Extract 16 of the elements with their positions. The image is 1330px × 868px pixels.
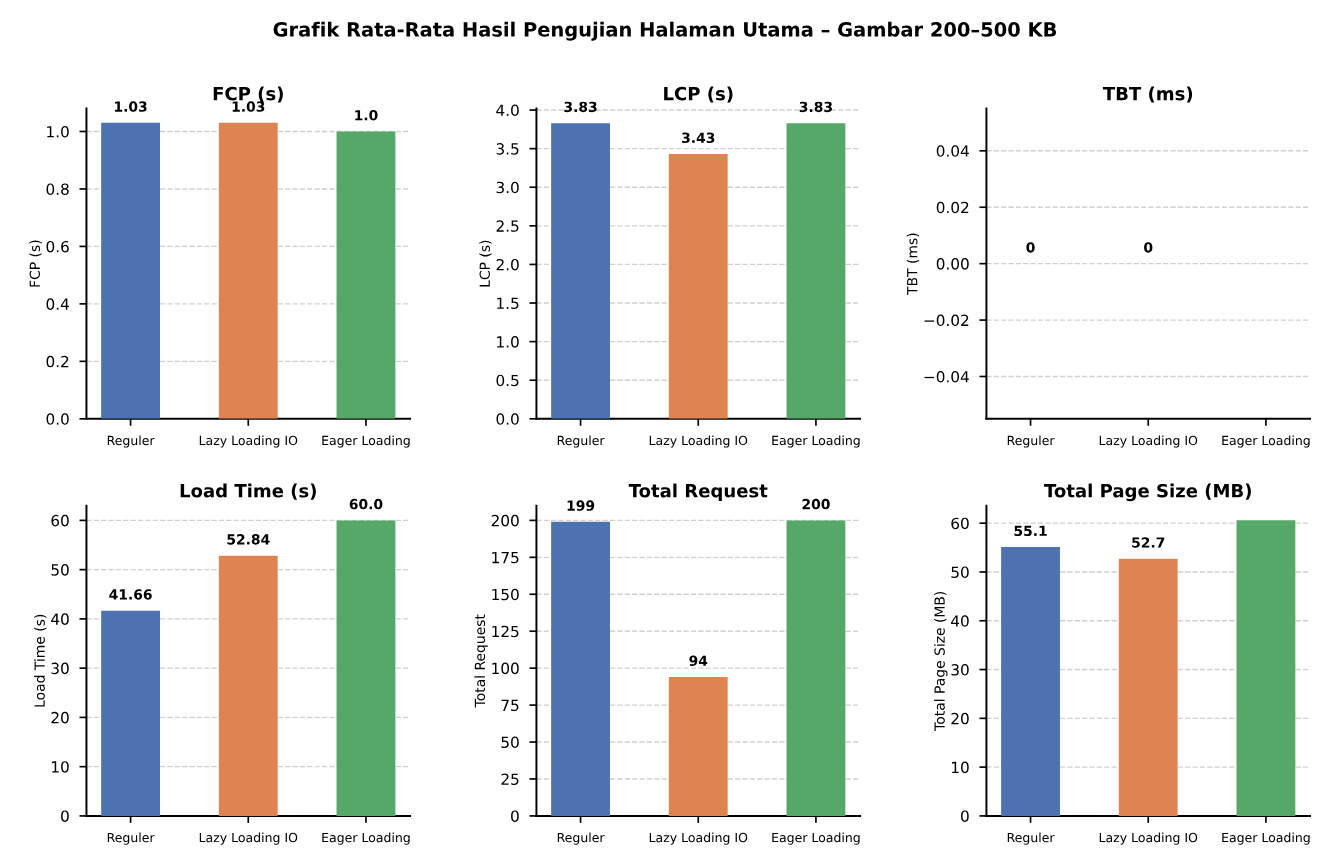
chart-title: Total Request <box>628 483 768 502</box>
bar <box>218 555 278 816</box>
chart-title: Total Page Size (MB) <box>1044 483 1251 502</box>
bar <box>336 520 396 816</box>
bar <box>551 521 610 816</box>
bar <box>1236 520 1296 816</box>
text: Grafik Rata-Rata Hasil Pengujian Halaman Utama – Gambar 200–500 KB <box>273 21 1057 41</box>
bar <box>786 520 846 816</box>
bar <box>1001 547 1060 816</box>
bar <box>668 677 728 816</box>
chart-title: FCP (s) <box>213 86 283 103</box>
chart-title: LCP (s) <box>664 86 733 103</box>
chart-title: TBT (ms) <box>1102 86 1193 103</box>
chart-title: Load Time (s) <box>180 483 316 500</box>
bar <box>101 610 160 816</box>
bar <box>1118 558 1178 816</box>
